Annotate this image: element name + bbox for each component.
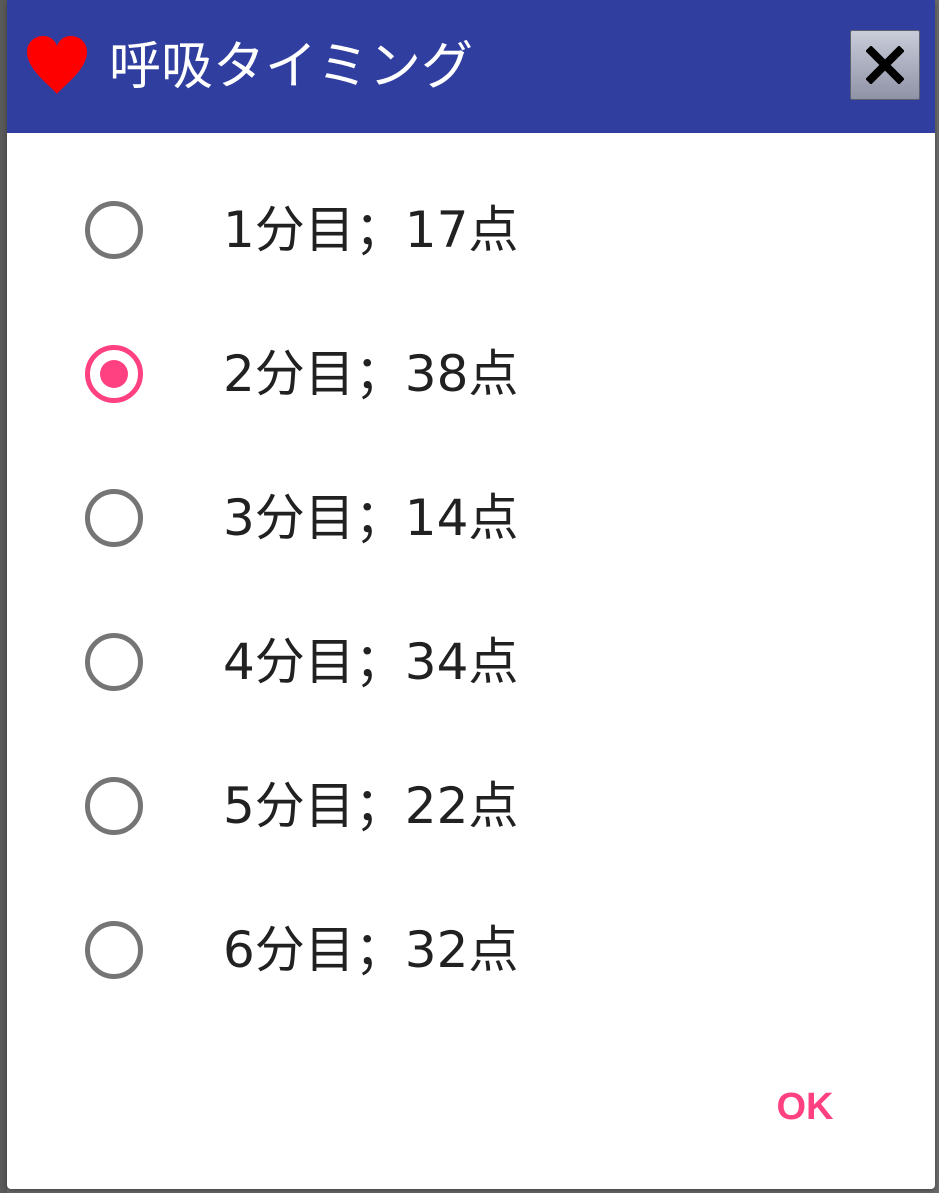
option-label: 1分目；17点	[223, 201, 519, 259]
breathing-timing-dialog: 呼吸タイミング 1分目；17点 2分目；38点 3分目；14点 4分目；34点 …	[7, 0, 935, 1189]
radio-button[interactable]	[85, 777, 143, 835]
option-row[interactable]: 4分目；34点	[7, 590, 935, 734]
close-button[interactable]	[850, 30, 920, 100]
option-row[interactable]: 3分目；14点	[7, 446, 935, 590]
option-row[interactable]: 6分目；32点	[7, 878, 935, 1022]
radio-button[interactable]	[85, 345, 143, 403]
radio-button[interactable]	[85, 921, 143, 979]
option-label: 6分目；32点	[223, 921, 519, 979]
option-row[interactable]: 2分目；38点	[7, 302, 935, 446]
option-label: 5分目；22点	[223, 777, 519, 835]
radio-button[interactable]	[85, 489, 143, 547]
option-label: 3分目；14点	[223, 489, 519, 547]
heart-icon	[27, 36, 87, 94]
radio-button[interactable]	[85, 201, 143, 259]
option-label: 4分目；34点	[223, 633, 519, 691]
radio-button[interactable]	[85, 633, 143, 691]
dialog-title: 呼吸タイミング	[109, 37, 474, 97]
option-label: 2分目；38点	[223, 345, 519, 403]
close-icon	[866, 46, 904, 84]
dimmed-background	[0, 0, 7, 1193]
option-row[interactable]: 5分目；22点	[7, 734, 935, 878]
dialog-title-bar: 呼吸タイミング	[7, 0, 935, 133]
option-row[interactable]: 1分目；17点	[7, 158, 935, 302]
ok-button[interactable]: OK	[776, 1086, 834, 1128]
